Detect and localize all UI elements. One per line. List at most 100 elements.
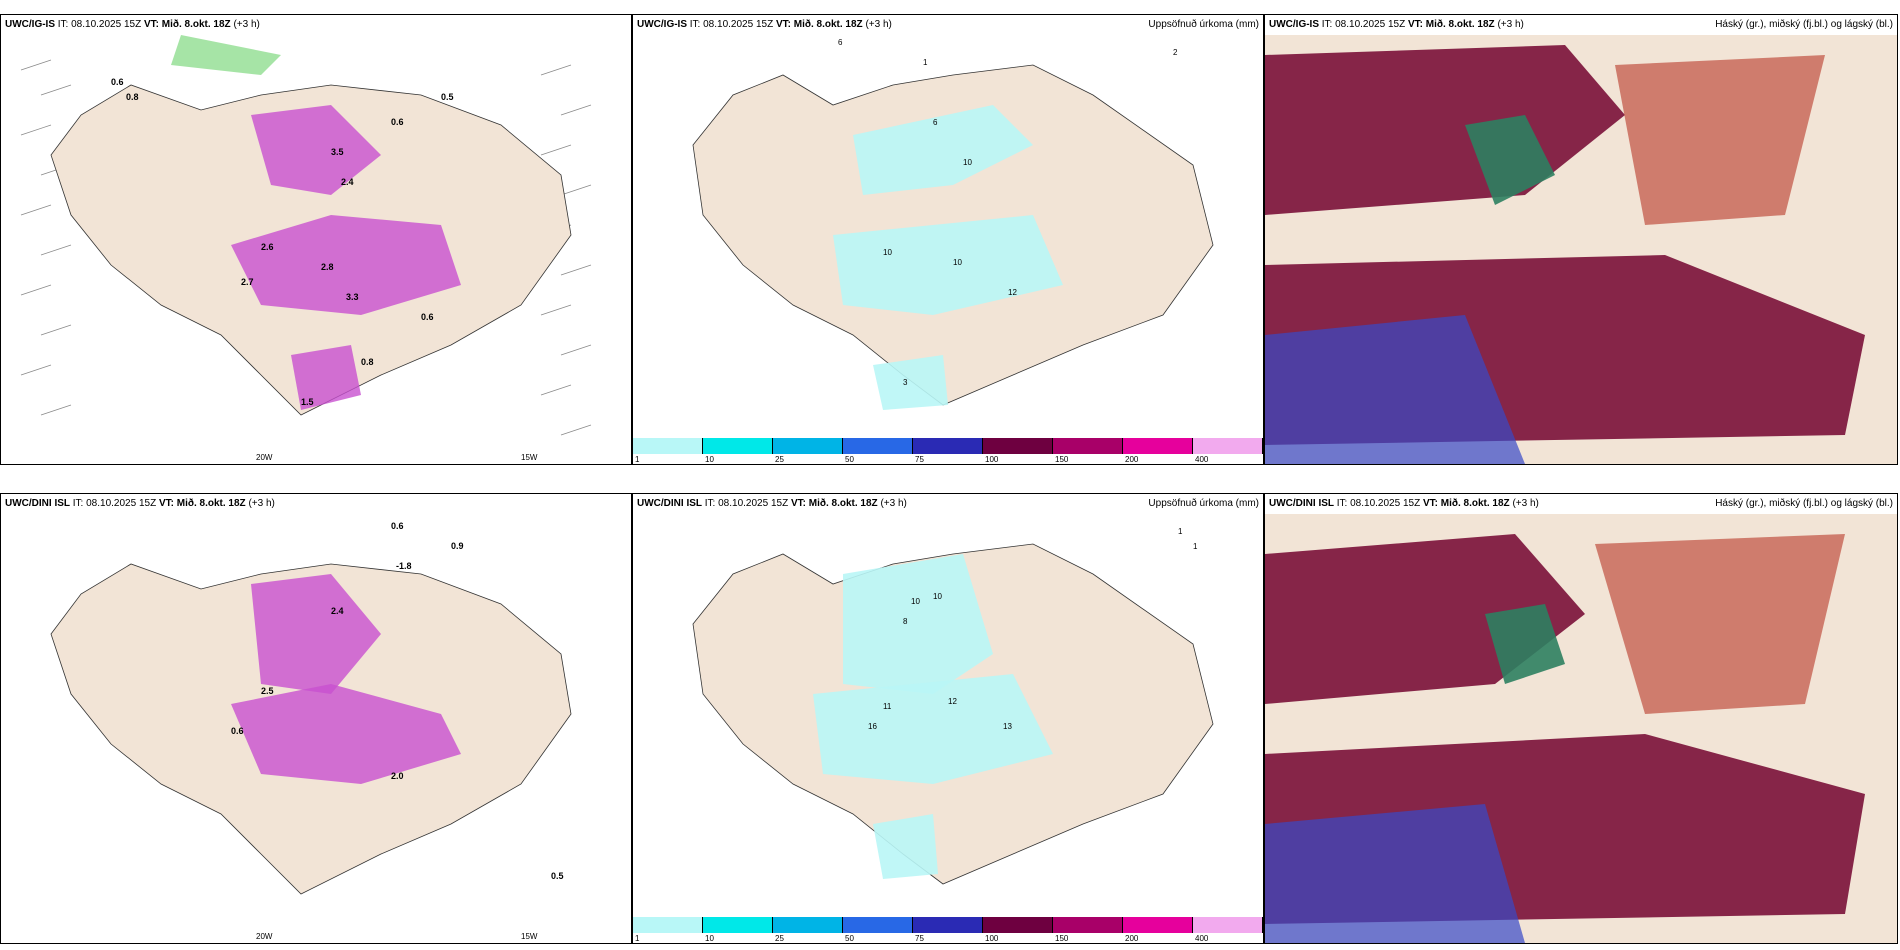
colorbar-tick-label: 25 (775, 934, 784, 943)
temp-labels: 0.6 0.8 0.5 0.6 3.5 2.4 2.6 2.7 2.8 3.3 … (111, 77, 454, 407)
svg-text:2.8: 2.8 (321, 262, 334, 272)
svg-text:10: 10 (911, 597, 920, 606)
temp-labels: 0.6 0.9 -1.8 2.4 2.5 0.6 2.0 0.5 (231, 521, 564, 881)
svg-text:0.5: 0.5 (551, 871, 564, 881)
svg-text:-1.8: -1.8 (396, 561, 412, 571)
precipitation-map[interactable]: 1 1 10 10 8 12 11 16 13 (633, 494, 1263, 943)
panel-top-mid-precip: UWC/IG-IS IT: 08.10.2025 15Z VT: Mið. 8.… (632, 14, 1264, 465)
colorbar-tick-label: 100 (985, 934, 999, 943)
svg-text:11: 11 (883, 702, 892, 711)
colorbar-tick-label: 150 (1055, 934, 1069, 943)
svg-text:2.7: 2.7 (241, 277, 254, 287)
temperature-map[interactable]: 0.6 0.8 0.5 0.6 3.5 2.4 2.6 2.7 2.8 3.3 … (1, 15, 631, 464)
colorbar-tick-label: 200 (1125, 455, 1139, 464)
panel-top-left-temp: UWC/IG-IS IT: 08.10.2025 15Z VT: Mið. 8.… (0, 14, 632, 465)
svg-text:0.6: 0.6 (391, 521, 404, 531)
panel-bottom-right-clouds: UWC/DINI ISL IT: 08.10.2025 15Z VT: Mið.… (1264, 493, 1898, 944)
svg-text:0.6: 0.6 (231, 726, 244, 736)
colorbar-segment (843, 438, 913, 454)
panel-subtitle: Uppsöfnuð úrkoma (mm) (1148, 19, 1259, 30)
svg-text:1.5: 1.5 (301, 397, 314, 407)
svg-text:2: 2 (1173, 48, 1178, 57)
colorbar-tick-label: 10 (705, 934, 714, 943)
svg-text:0.6: 0.6 (391, 117, 404, 127)
svg-text:12: 12 (948, 697, 957, 706)
colorbar-tick-label: 75 (915, 455, 924, 464)
panel-bottom-mid-precip: UWC/DINI ISL IT: 08.10.2025 15Z VT: Mið.… (632, 493, 1264, 944)
colorbar-tick-label: 25 (775, 455, 784, 464)
colorbar-tick-label: 1 (635, 934, 640, 943)
colorbar: 1 10 25 50 75 100 150 200 400 (633, 917, 1263, 943)
lon-label-20w: 20W (256, 453, 273, 462)
panel-title: UWC/DINI ISL IT: 08.10.2025 15Z VT: Mið.… (637, 498, 907, 509)
svg-text:10: 10 (933, 592, 942, 601)
colorbar-tick-label: 400 (1195, 934, 1209, 943)
colorbar-segment (1123, 917, 1193, 933)
svg-text:2.6: 2.6 (261, 242, 274, 252)
svg-text:1: 1 (1193, 542, 1198, 551)
colorbar-segment (1193, 917, 1263, 933)
svg-text:16: 16 (868, 722, 877, 731)
panel-title: UWC/DINI ISL IT: 08.10.2025 15Z VT: Mið.… (1269, 498, 1539, 509)
svg-text:10: 10 (953, 258, 962, 267)
svg-text:0.8: 0.8 (361, 357, 374, 367)
colorbar-segment (913, 438, 983, 454)
temperature-map[interactable]: 0.6 0.9 -1.8 2.4 2.5 0.6 2.0 0.5 (1, 494, 631, 943)
svg-text:0.6: 0.6 (421, 312, 434, 322)
lon-label-20w: 20W (256, 932, 273, 941)
colorbar-segment (983, 917, 1053, 933)
panel-title: UWC/IG-IS IT: 08.10.2025 15Z VT: Mið. 8.… (5, 19, 260, 30)
colorbar-segment (703, 438, 773, 454)
colorbar-segment (773, 917, 843, 933)
colorbar-segment (1123, 438, 1193, 454)
svg-text:2.4: 2.4 (341, 177, 354, 187)
panel-subtitle: Háský (gr.), miðský (fj.bl.) og lágský (… (1715, 498, 1893, 509)
panel-top-right-clouds: UWC/IG-IS IT: 08.10.2025 15Z VT: Mið. 8.… (1264, 14, 1898, 465)
svg-text:8: 8 (903, 617, 908, 626)
colorbar-segment (633, 917, 703, 933)
svg-text:6: 6 (933, 118, 938, 127)
svg-text:3.5: 3.5 (331, 147, 344, 157)
colorbar-tick-label: 400 (1195, 455, 1209, 464)
svg-text:2.4: 2.4 (331, 606, 344, 616)
precip-labels: 1 1 10 10 8 12 11 16 13 (868, 527, 1198, 731)
colorbar-segment (843, 917, 913, 933)
precipitation-map[interactable]: 6 1 2 6 10 10 10 12 3 (633, 15, 1263, 464)
svg-text:10: 10 (883, 248, 892, 257)
colorbar: 1 10 25 50 75 100 150 200 400 (633, 438, 1263, 464)
colorbar-tick-label: 10 (705, 455, 714, 464)
colorbar-segment (703, 917, 773, 933)
colorbar-segment (1053, 438, 1123, 454)
cloud-map[interactable] (1265, 15, 1897, 464)
svg-text:2.0: 2.0 (391, 771, 404, 781)
colorbar-segment (983, 438, 1053, 454)
svg-text:0.6: 0.6 (111, 77, 124, 87)
colorbar-tick-label: 200 (1125, 934, 1139, 943)
svg-text:0.9: 0.9 (451, 541, 464, 551)
lon-label-15w: 15W (521, 453, 538, 462)
panel-title: UWC/DINI ISL IT: 08.10.2025 15Z VT: Mið.… (5, 498, 275, 509)
precip-labels: 6 1 2 6 10 10 10 12 3 (838, 38, 1178, 387)
svg-text:13: 13 (1003, 722, 1012, 731)
cloud-map[interactable] (1265, 494, 1897, 943)
panel-title: UWC/IG-IS IT: 08.10.2025 15Z VT: Mið. 8.… (1269, 19, 1524, 30)
svg-text:12: 12 (1008, 288, 1017, 297)
colorbar-segment (633, 438, 703, 454)
colorbar-segment (1053, 917, 1123, 933)
svg-text:3.3: 3.3 (346, 292, 359, 302)
lon-label-15w: 15W (521, 932, 538, 941)
svg-text:10: 10 (963, 158, 972, 167)
colorbar-segment (1193, 438, 1263, 454)
colorbar-tick-label: 100 (985, 455, 999, 464)
svg-text:0.8: 0.8 (126, 92, 139, 102)
svg-text:3: 3 (903, 378, 908, 387)
svg-text:1: 1 (1178, 527, 1183, 536)
colorbar-tick-label: 50 (845, 455, 854, 464)
colorbar-tick-label: 50 (845, 934, 854, 943)
svg-text:2.5: 2.5 (261, 686, 274, 696)
panel-bottom-left-temp: UWC/DINI ISL IT: 08.10.2025 15Z VT: Mið.… (0, 493, 632, 944)
colorbar-tick-label: 75 (915, 934, 924, 943)
colorbar-tick-label: 1 (635, 455, 640, 464)
panel-subtitle: Háský (gr.), miðský (fj.bl.) og lágský (… (1715, 19, 1893, 30)
svg-text:6: 6 (838, 38, 843, 47)
